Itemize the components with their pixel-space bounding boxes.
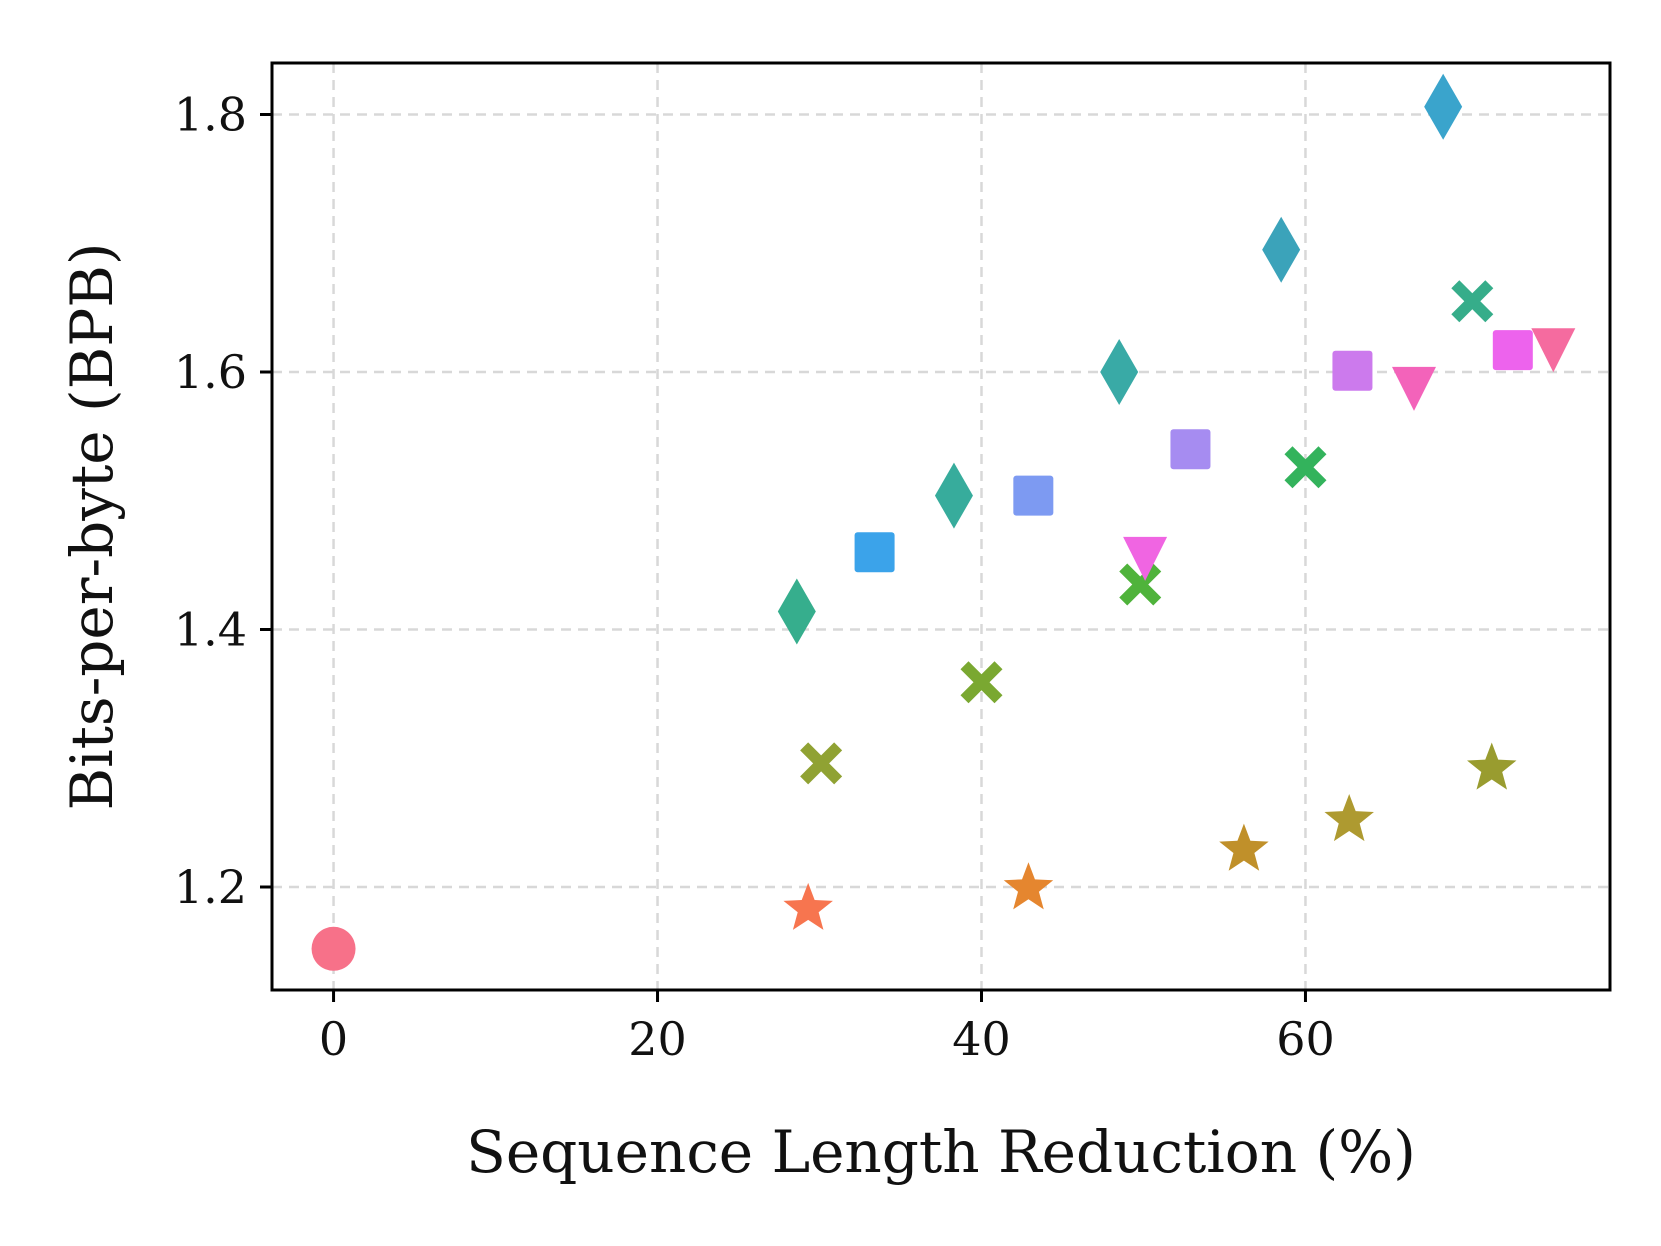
data-point-x [1284,446,1327,489]
data-point-star [1219,823,1269,871]
data-point-x [960,661,1003,704]
x-axis-title: Sequence Length Reduction (%) [466,1118,1416,1186]
grid [272,63,1610,990]
y-tick-label: 1.2 [174,860,247,914]
data-point-diamond [934,462,973,529]
data-point-star [783,882,833,930]
data-point-square [854,532,895,573]
data-point-diamond [1424,73,1463,140]
data-point-star [1324,794,1374,842]
y-tick-label: 1.4 [174,603,247,657]
data-point-x [800,742,843,785]
data-point-triangle-down [1123,536,1168,581]
data-point-square [1170,429,1211,470]
data-point-diamond [777,578,816,645]
data-point-square [1492,330,1533,371]
data-point-triangle-down [1391,366,1436,411]
x-tick-label: 20 [628,1012,687,1066]
data-point-diamond [1262,216,1301,283]
data-point-square [1013,475,1054,516]
y-tick-label: 1.6 [174,345,247,399]
data-point-triangle-down [1531,328,1576,373]
plot-frame [270,61,1612,992]
data-point-square [1332,350,1373,391]
y-tick-label: 1.8 [174,88,247,142]
ticks [260,113,1307,1002]
data-points [311,73,1576,971]
y-axis-title: Bits-per-byte (BPB) [58,242,126,810]
data-point-x [1119,563,1162,606]
data-point-circle [311,926,356,971]
data-point-star [1467,742,1517,790]
data-point-x [1451,280,1494,323]
data-point-diamond [1100,339,1139,405]
tick-labels: 0 20 40 60 1.2 1.4 1.6 1.8 [174,88,1335,1067]
data-point-star [1003,862,1054,910]
x-tick-label: 60 [1276,1012,1335,1066]
x-tick-label: 0 [319,1012,348,1066]
x-tick-label: 40 [952,1012,1011,1066]
